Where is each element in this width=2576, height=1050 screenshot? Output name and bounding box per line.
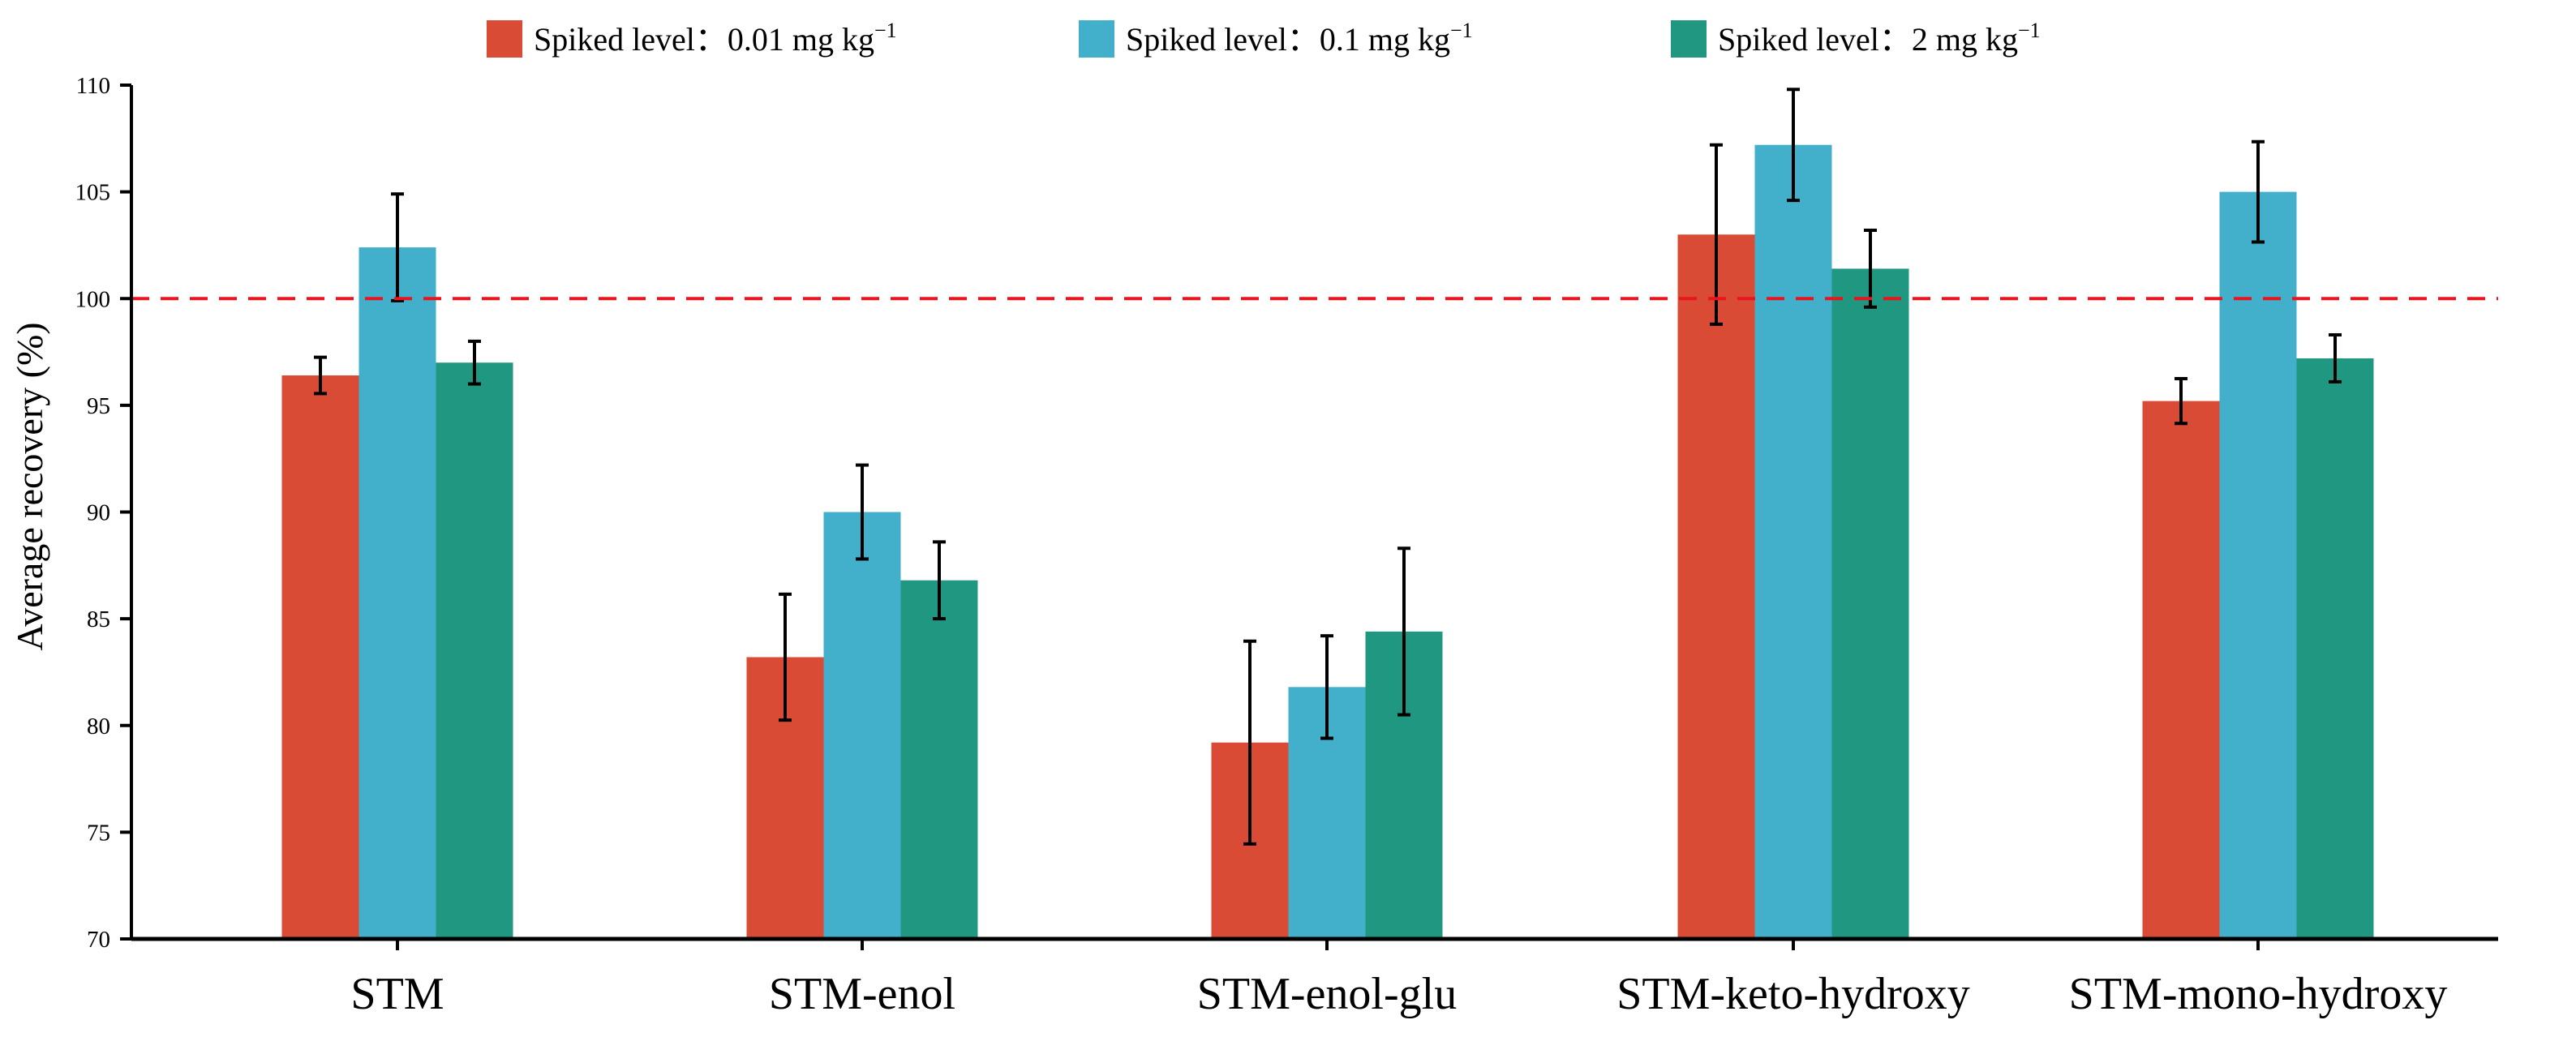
error-bar (1864, 229, 1877, 309)
bar-stm-series-1 (281, 375, 359, 939)
y-tick-label: 100 (75, 286, 111, 312)
error-bar (1787, 88, 1800, 203)
error-bar (468, 339, 481, 386)
error-bar (2329, 333, 2342, 384)
legend: Spiked level：0.01 mg kg−1 Spiked level：0.… (487, 19, 2041, 58)
y-tick-label: 105 (75, 180, 111, 206)
bar-stm-mono-hydroxy-series-1 (2142, 401, 2220, 939)
y-tick-label: 95 (87, 393, 110, 419)
y-tick-label: 80 (87, 714, 110, 739)
bar-stm-keto-hydroxy-series-1 (1677, 234, 1755, 939)
bar-stm-keto-hydroxy-series-2 (1754, 144, 1832, 939)
bar-stm-series-3 (436, 362, 513, 940)
x-tick-label: STM-enol-glu (1197, 969, 1457, 1019)
error-bar (1397, 546, 1410, 717)
bar-stm-series-2 (358, 247, 436, 939)
bars (281, 144, 2374, 940)
error-bar (314, 355, 327, 396)
y-tick-label: 85 (87, 606, 110, 632)
axes: STM STM-enol STM-enol-glu STM-keto-hydroxy S… (75, 73, 2498, 1019)
bar-stm-keto-hydroxy-series-3 (1831, 268, 1909, 939)
legend-swatch-1 (487, 20, 522, 58)
error-bar (933, 540, 946, 621)
legend-swatch-2 (1079, 20, 1114, 58)
legend-label-3: Spiked level：2 mg kg−1 (1718, 19, 2041, 58)
bar-stm-mono-hydroxy-series-2 (2219, 191, 2297, 939)
legend-label-1: Spiked level：0.01 mg kg−1 (534, 19, 897, 58)
y-tick-label: 90 (87, 500, 110, 526)
error-bar (856, 463, 869, 561)
error-bar (1320, 634, 1333, 740)
y-tick-label: 110 (76, 73, 110, 99)
error-bar (2175, 376, 2187, 426)
legend-swatch-3 (1671, 20, 1707, 58)
y-tick-label: 75 (87, 820, 110, 846)
y-axis-label: Average recovery (%) (9, 322, 50, 650)
x-tick-label: STM-keto-hydroxy (1616, 969, 1970, 1019)
x-tick-label: STM (350, 969, 444, 1019)
error-bars (314, 88, 2342, 846)
error-bar (2252, 139, 2265, 244)
error-bar (1243, 639, 1256, 846)
error-bar (391, 192, 404, 302)
error-bar (1710, 143, 1723, 326)
bar-stm-enol-series-3 (900, 580, 978, 939)
x-tick-label: STM-mono-hydroxy (2069, 969, 2448, 1019)
error-bar (779, 592, 792, 722)
bar-stm-mono-hydroxy-series-3 (2296, 358, 2374, 940)
legend-label-2: Spiked level：0.1 mg kg−1 (1126, 19, 1473, 58)
y-tick-label: 70 (87, 927, 110, 953)
x-tick-label: STM-enol (769, 969, 955, 1019)
bar-stm-enol-series-2 (823, 512, 901, 939)
